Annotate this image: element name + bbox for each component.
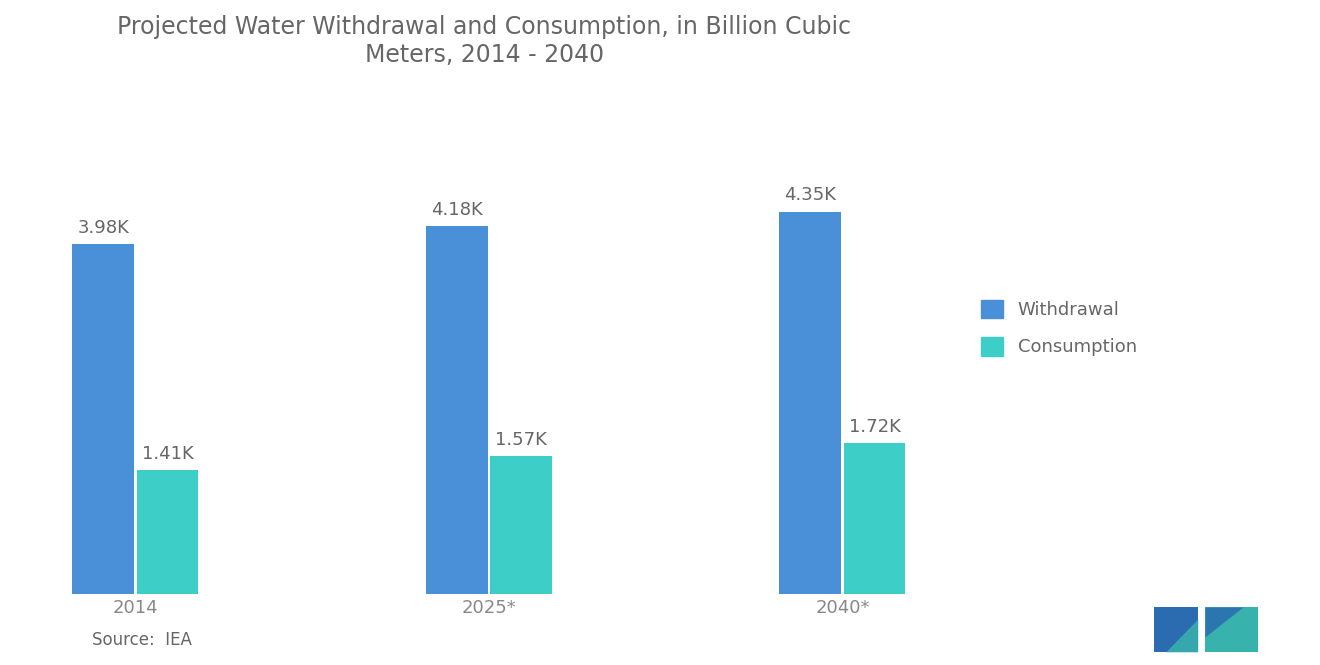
Text: Source:  IEA: Source: IEA xyxy=(92,631,193,649)
Bar xyxy=(780,211,841,594)
Text: 1.72K: 1.72K xyxy=(849,418,900,436)
Polygon shape xyxy=(1167,620,1199,652)
Bar xyxy=(73,244,135,594)
Bar xyxy=(490,456,552,594)
Legend: Withdrawal, Consumption: Withdrawal, Consumption xyxy=(973,291,1146,365)
Title: Projected Water Withdrawal and Consumption, in Billion Cubic
Meters, 2014 - 2040: Projected Water Withdrawal and Consumpti… xyxy=(117,15,851,66)
Bar xyxy=(843,443,906,594)
Text: 1.57K: 1.57K xyxy=(495,431,546,449)
Bar xyxy=(136,470,198,594)
Text: 4.18K: 4.18K xyxy=(432,201,483,219)
Polygon shape xyxy=(1154,608,1199,652)
Polygon shape xyxy=(1205,608,1258,652)
Bar xyxy=(426,227,488,594)
Polygon shape xyxy=(1205,608,1243,637)
Text: 3.98K: 3.98K xyxy=(78,219,129,237)
Text: 1.41K: 1.41K xyxy=(141,445,193,463)
Text: 4.35K: 4.35K xyxy=(784,186,837,204)
